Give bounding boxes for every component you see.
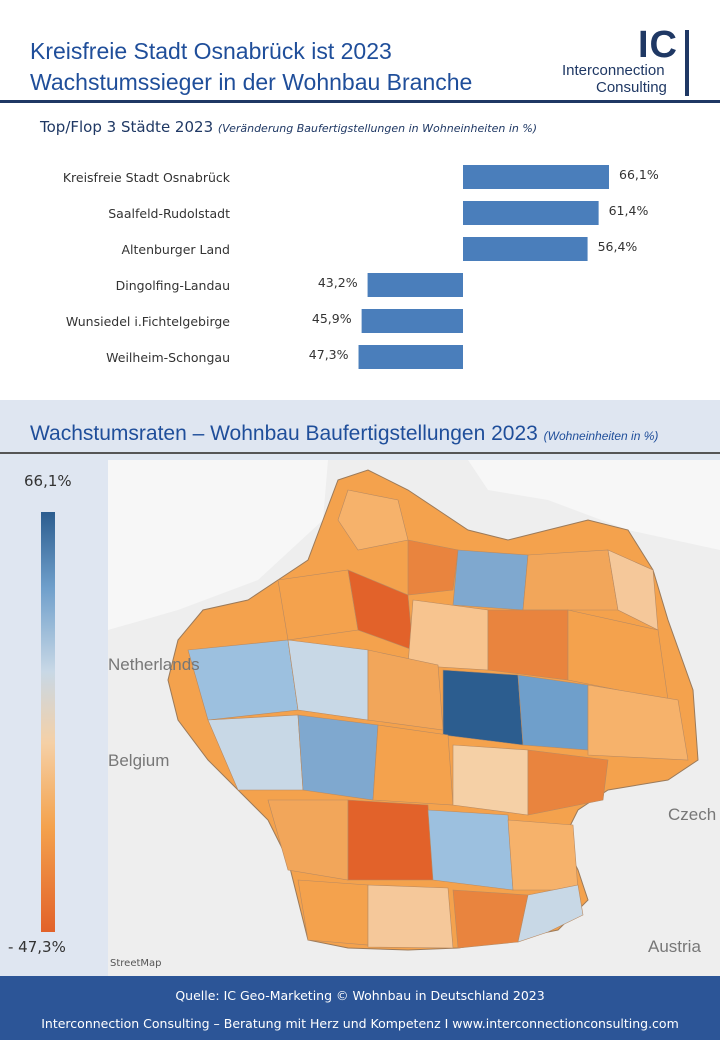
footer-tagline[interactable]: Interconnection Consulting – Beratung mi… — [41, 1016, 679, 1031]
value-label: 43,2% — [318, 275, 358, 290]
sea-baltic — [468, 460, 720, 550]
map-title-text: Wachstumsraten – Wohnbau Baufertigstellu… — [30, 422, 538, 445]
legend-gradient — [41, 512, 55, 932]
bar — [367, 273, 463, 297]
category-label: Weilheim-Schongau — [106, 350, 230, 365]
map-attribution: StreetMap — [110, 958, 162, 969]
country-label-czech: Czech — [668, 805, 716, 824]
category-label: Altenburger Land — [121, 242, 230, 257]
chart-title: Top/Flop 3 Städte 2023 (Veränderung Bauf… — [40, 118, 537, 136]
value-label: 61,4% — [609, 203, 649, 218]
category-label: Wunsiedel i.Fichtelgebirge — [66, 314, 230, 329]
footer-source: Quelle: IC Geo-Marketing © Wohnbau in De… — [175, 988, 545, 1003]
color-legend: 66,1% - 47,3% — [0, 460, 108, 976]
value-label: 47,3% — [309, 347, 349, 362]
chart-title-text: Top/Flop 3 Städte 2023 — [40, 118, 214, 136]
map-subtitle: (Wohneinheiten in %) — [543, 429, 659, 443]
header-divider — [0, 100, 720, 103]
value-label: 56,4% — [598, 239, 638, 254]
category-label: Dingolfing-Landau — [116, 278, 230, 293]
logo-line-1: Interconnection — [562, 62, 665, 79]
country-label-netherlands: Netherlands — [108, 655, 200, 674]
bar — [463, 165, 609, 189]
value-label: 66,1% — [619, 167, 659, 182]
header: Kreisfreie Stadt Osnabrück ist 2023 Wach… — [0, 0, 720, 104]
sea-north — [108, 460, 328, 630]
logo-bar — [685, 30, 689, 96]
title-line-2: Wachstumssieger in der Wohnbau Branche — [30, 69, 473, 95]
title-line-1: Kreisfreie Stadt Osnabrück ist 2023 — [30, 38, 392, 64]
country-label-austria: Austria — [648, 937, 701, 956]
footer: Quelle: IC Geo-Marketing © Wohnbau in De… — [0, 976, 720, 1040]
bar — [361, 309, 463, 333]
legend-max-label: 66,1% — [24, 472, 72, 490]
category-label: Saalfeld-Rudolstadt — [108, 206, 230, 221]
value-label: 45,9% — [312, 311, 352, 326]
bar — [463, 201, 599, 225]
bar — [463, 237, 588, 261]
page-title: Kreisfreie Stadt Osnabrück ist 2023 Wach… — [30, 36, 472, 98]
map-svg: Netherlands Belgium Czech Austria — [108, 460, 720, 976]
logo-line-2: Consulting — [596, 79, 667, 96]
map-section: Wachstumsraten – Wohnbau Baufertigstellu… — [0, 400, 720, 976]
legend-min-label: - 47,3% — [8, 938, 66, 956]
country-label-belgium: Belgium — [108, 751, 169, 770]
map-divider — [0, 452, 720, 454]
map-regions — [187, 489, 689, 949]
bar — [358, 345, 463, 369]
choropleth-map[interactable]: Netherlands Belgium Czech Austria Street… — [108, 460, 720, 976]
map-title: Wachstumsraten – Wohnbau Baufertigstellu… — [30, 422, 658, 446]
company-logo: IC Interconnection Consulting — [560, 26, 720, 100]
bar-chart: Kreisfreie Stadt Osnabrück 66,1% Saalfeld-… — [63, 165, 659, 369]
chart-subtitle: (Veränderung Baufertigstellungen in Wohn… — [217, 122, 538, 135]
logo-mark: IC — [638, 24, 678, 66]
category-label: Kreisfreie Stadt Osnabrück — [63, 170, 231, 185]
